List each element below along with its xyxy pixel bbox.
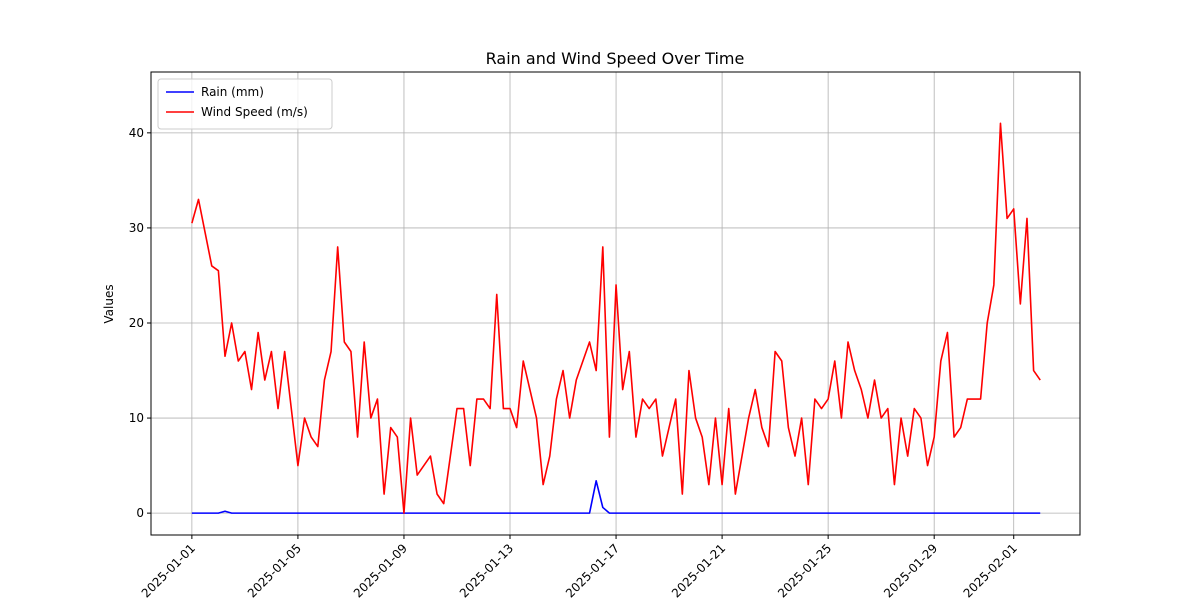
x-tick-label: 2025-01-13 bbox=[457, 541, 516, 600]
x-tick-label: 2025-02-01 bbox=[961, 541, 1020, 600]
legend-box bbox=[157, 78, 333, 130]
y-axis-label: Values bbox=[102, 284, 116, 323]
y-tick-label: 10 bbox=[129, 411, 144, 425]
y-tick-label: 40 bbox=[129, 126, 144, 140]
x-tick-label: 2025-01-17 bbox=[563, 541, 622, 600]
plot-frame bbox=[150, 71, 1081, 536]
chart-title: Rain and Wind Speed Over Time bbox=[486, 49, 745, 68]
y-tick-label: 20 bbox=[129, 316, 144, 330]
x-tick-label: 2025-01-29 bbox=[881, 541, 940, 600]
x-tick-label: 2025-01-05 bbox=[245, 541, 304, 600]
legend-label: Rain (mm) bbox=[201, 85, 264, 99]
x-tick-label: 2025-01-21 bbox=[669, 541, 728, 600]
series-line bbox=[191, 480, 1041, 514]
legend: Rain (mm) Wind Speed (m/s) bbox=[157, 78, 333, 130]
x-tick-label: 2025-01-25 bbox=[775, 541, 834, 600]
x-tick-label: 2025-01-01 bbox=[139, 541, 198, 600]
y-tick-label: 0 bbox=[136, 506, 144, 520]
legend-label: Wind Speed (m/s) bbox=[201, 105, 308, 119]
y-tick-label: 30 bbox=[129, 221, 144, 235]
x-tick-label: 2025-01-09 bbox=[351, 541, 410, 600]
series-line bbox=[191, 122, 1041, 514]
